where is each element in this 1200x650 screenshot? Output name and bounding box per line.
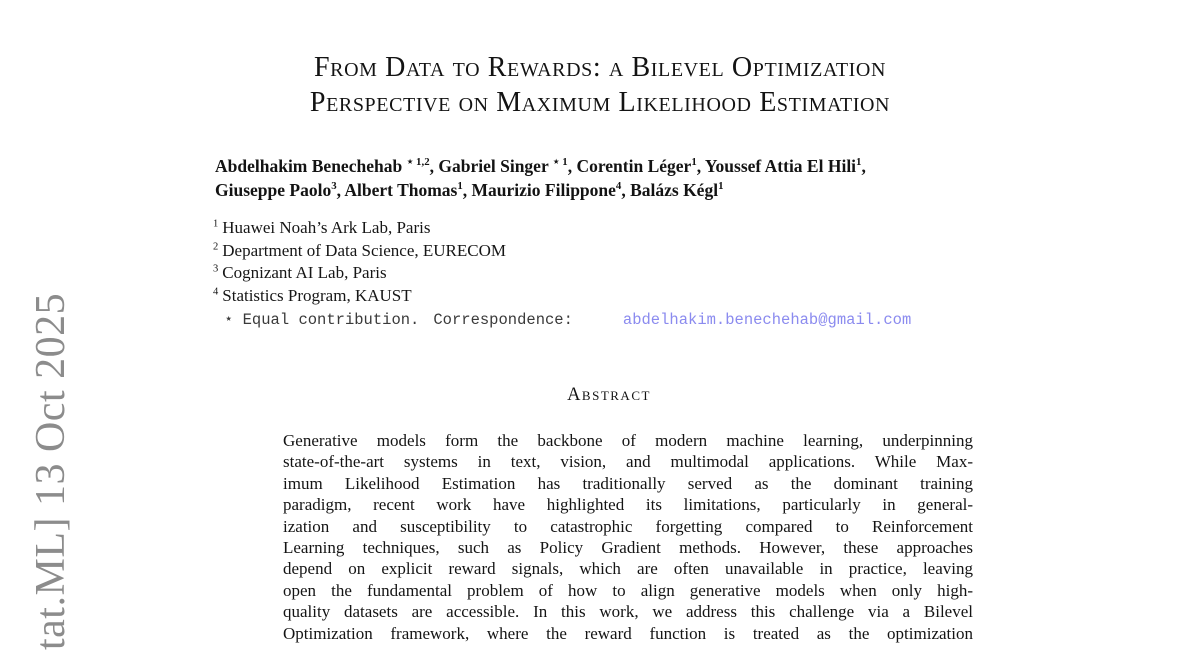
footnote-line: ⋆ Equal contribution. Correspondence: abde… <box>224 311 911 329</box>
affiliation-text: Statistics Program, KAUST <box>222 285 412 305</box>
affiliation-number: 3 <box>213 263 219 275</box>
author-list: Abdelhakim Benechehab ⋆ 1,2, Gabriel Sin… <box>215 154 866 202</box>
affiliation-number: 4 <box>213 286 219 298</box>
paper-title-line-1: From Data to Rewards: a Bilevel Optimiza… <box>314 52 886 83</box>
affiliation-text: Department of Data Science, EURECOM <box>222 240 506 260</box>
abstract-body: Generative models form the backbone of m… <box>283 430 973 644</box>
abstract-heading: Abstract <box>567 385 651 405</box>
paper-title: From Data to Rewards: a Bilevel Optimiza… <box>0 50 1200 120</box>
affiliation-text: Huawei Noah’s Ark Lab, Paris <box>222 218 431 237</box>
affiliation-row: 4 Statistics Program, KAUST <box>213 285 506 308</box>
abstract-line: quality datasets are accessible. In this… <box>283 602 973 622</box>
paper-title-line-2: Perspective on Maximum Likelihood Estima… <box>309 87 891 118</box>
abstract-line: open the fundamental problem of how to a… <box>283 580 973 600</box>
affiliation-number: 1 <box>213 218 219 230</box>
abstract-line: state-of-the-art systems in text, vision… <box>283 452 973 472</box>
author-line-1: Abdelhakim Benechehab ⋆ 1,2, Gabriel Sin… <box>215 156 866 176</box>
abstract-line: imum Likelihood Estimation has tradition… <box>283 473 973 493</box>
abstract-line: ization and susceptibility to catastroph… <box>283 516 973 536</box>
affiliation-row: 2 Department of Data Science, EURECOM <box>213 240 506 263</box>
abstract-line: Optimization framework, where the reward… <box>283 623 973 643</box>
affiliation-row: 3 Cognizant AI Lab, Paris <box>213 262 506 285</box>
affiliation-number: 2 <box>213 240 219 252</box>
arxiv-watermark: tat.ML] 13 Oct 2025 <box>28 292 74 650</box>
abstract-line: Generative models form the backbone of m… <box>283 431 973 450</box>
abstract-line: depend on explicit reward signals, which… <box>283 559 973 579</box>
correspondence-email-link[interactable]: abdelhakim.benechehab@gmail.com <box>622 311 912 329</box>
author-line-2: Giuseppe Paolo3, Albert Thomas1, Maurizi… <box>215 180 724 200</box>
affiliation-list: 1 Huawei Noah’s Ark Lab, Paris 2 Departmen… <box>213 217 506 307</box>
affiliation-text: Cognizant AI Lab, Paris <box>222 263 387 283</box>
equal-contribution-note: ⋆ Equal contribution. <box>224 311 420 329</box>
abstract-line: paradigm, recent work have highlighted i… <box>283 495 973 515</box>
affiliation-row: 1 Huawei Noah’s Ark Lab, Paris <box>213 217 506 240</box>
abstract-line: Learning techniques, such as Policy Grad… <box>283 537 973 557</box>
correspondence-label: Correspondence: <box>433 311 573 329</box>
